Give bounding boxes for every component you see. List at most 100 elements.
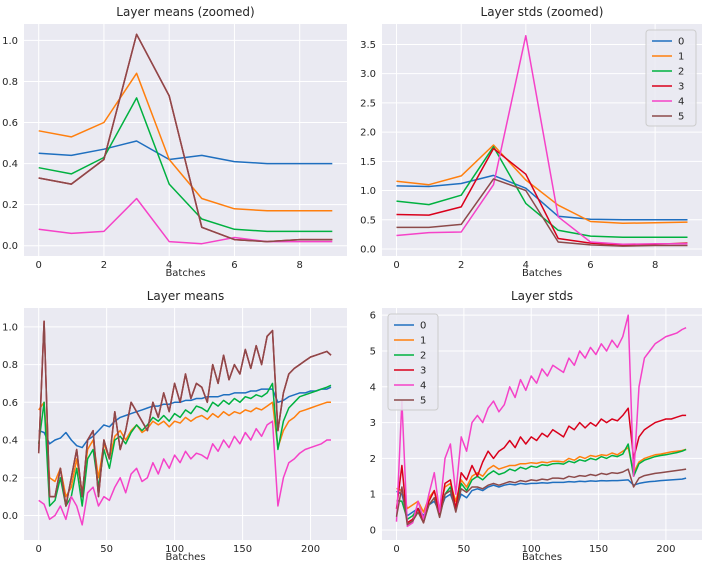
y-tick-label: 0	[370, 525, 376, 536]
y-tick-label: 3.5	[360, 40, 376, 51]
subplot-title: Layer stds	[511, 289, 573, 303]
x-axis-label: Batches	[165, 268, 205, 279]
x-axis-label: Batches	[522, 268, 562, 279]
subplot-title: Layer stds (zoomed)	[481, 5, 604, 19]
series-line-0	[396, 174, 688, 221]
legend-label-2: 2	[420, 351, 426, 362]
x-tick-label: 50	[458, 544, 471, 555]
y-tick-label: 0.6	[2, 398, 18, 409]
x-tick-label: 8	[297, 260, 303, 271]
x-tick-label: 150	[589, 544, 608, 555]
series-lines	[37, 320, 332, 526]
gridlines	[24, 308, 347, 540]
x-tick-label: 2	[101, 260, 107, 271]
series-line-1	[38, 72, 333, 212]
y-tick-label: 4	[370, 382, 376, 393]
y-tick-label: 2	[370, 454, 376, 465]
x-tick-label: 2	[458, 260, 464, 271]
x-tick-label: 100	[522, 544, 541, 555]
x-axis-label: Batches	[522, 552, 562, 563]
legend-label-2: 2	[678, 67, 684, 78]
series-lines	[38, 33, 333, 245]
x-tick-label: 100	[165, 544, 184, 555]
y-tick-label: 0.0	[2, 511, 18, 522]
subplot-layer-means: 0 50 100 150 200 0.0 0.2 0.4 0.6 0.8 1.0 Layer mea…	[2, 289, 347, 563]
series-line-5	[395, 468, 687, 526]
y-tick-label: 0.8	[2, 360, 18, 371]
x-tick-label: 0	[35, 544, 41, 555]
series-line-3	[395, 407, 687, 524]
subplot-layer-stds-zoomed: 0 2 4 6 8 0.0 0.5 1.0 1.5 2.0 2.5 3.0 3.5 Layer stds…	[360, 5, 702, 279]
y-tick-label: 3	[370, 418, 376, 429]
x-tick-label: 0	[393, 260, 399, 271]
legend-label-4: 4	[678, 97, 684, 108]
y-tick-label: 0.4	[2, 436, 18, 447]
y-tick-label: 0.0	[2, 241, 18, 252]
series-line-5	[396, 178, 688, 247]
y-tick-label: 5	[370, 346, 376, 357]
legend: 0 1 2 3 4 5	[387, 313, 439, 411]
y-tick-label: 1	[370, 490, 376, 501]
tick-labels: 0 2 4 6 8 0.0 0.5 1.0 1.5 2.0 2.5 3.0 3.5	[360, 40, 658, 271]
legend-label-3: 3	[420, 366, 426, 377]
series-line-2	[38, 97, 333, 233]
subplot-layer-means-zoomed: 0 2 4 6 8 0.0 0.2 0.4 0.6 0.8 1.0 Layer means (zoo…	[2, 5, 347, 279]
tick-labels: 0 50 100 150 200 0 1 2 3 4 5 6	[370, 311, 676, 555]
legend-label-3: 3	[678, 82, 684, 93]
y-tick-label: 6	[370, 311, 376, 322]
y-tick-label: 0.6	[2, 118, 18, 129]
y-tick-label: 0.2	[2, 200, 18, 211]
y-tick-label: 1.5	[360, 157, 376, 168]
y-tick-label: 1.0	[360, 186, 376, 197]
series-line-0	[38, 140, 333, 165]
x-tick-label: 6	[587, 260, 593, 271]
legend-label-1: 1	[678, 52, 684, 63]
legend-label-0: 0	[678, 37, 684, 48]
series-line-5	[37, 320, 332, 507]
y-tick-label: 0.8	[2, 77, 18, 88]
plot-background	[24, 24, 347, 256]
series-line-5	[38, 33, 333, 243]
legend-label-5: 5	[678, 112, 684, 123]
x-tick-label: 4	[166, 260, 172, 271]
subplot-title: Layer means	[147, 289, 225, 303]
series-lines	[396, 34, 688, 247]
legend-label-1: 1	[420, 336, 426, 347]
series-line-1	[38, 401, 331, 498]
y-tick-label: 2.0	[360, 128, 376, 139]
legend-box	[645, 29, 697, 127]
legend-label-4: 4	[420, 381, 426, 392]
plot-background	[24, 308, 347, 540]
x-tick-label: 0	[35, 260, 41, 271]
y-tick-label: 0.0	[360, 244, 376, 255]
gridlines	[24, 24, 347, 256]
x-tick-label: 200	[301, 544, 320, 555]
y-tick-label: 0.4	[2, 159, 18, 170]
series-line-4	[396, 34, 688, 246]
legend-box	[387, 313, 439, 411]
series-line-4	[395, 314, 687, 528]
tick-labels: 0 50 100 150 200 0.0 0.2 0.4 0.6 0.8 1.0	[2, 322, 320, 555]
series-line-2	[37, 382, 332, 507]
x-tick-label: 6	[231, 260, 237, 271]
legend-label-0: 0	[420, 321, 426, 332]
series-line-1	[396, 144, 688, 225]
series-line-0	[396, 477, 687, 517]
x-tick-label: 50	[100, 544, 113, 555]
y-tick-label: 1.0	[2, 322, 18, 333]
legend: 0 1 2 3 4 5	[645, 29, 697, 127]
x-tick-label: 200	[656, 544, 675, 555]
series-lines	[395, 314, 687, 528]
y-tick-label: 3.0	[360, 69, 376, 80]
x-tick-label: 4	[523, 260, 529, 271]
tick-labels: 0 2 4 6 8 0.0 0.2 0.4 0.6 0.8 1.0	[2, 36, 303, 271]
series-line-4	[38, 197, 333, 245]
x-tick-label: 0	[393, 544, 399, 555]
y-tick-label: 0.5	[360, 215, 376, 226]
y-tick-label: 1.0	[2, 36, 18, 47]
x-tick-label: 150	[233, 544, 252, 555]
x-axis-label: Batches	[165, 552, 205, 563]
series-line-4	[38, 420, 331, 526]
subplot-layer-stds: 0 50 100 150 200 0 1 2 3 4 5 6 Layer stds Batches 0…	[370, 289, 702, 563]
